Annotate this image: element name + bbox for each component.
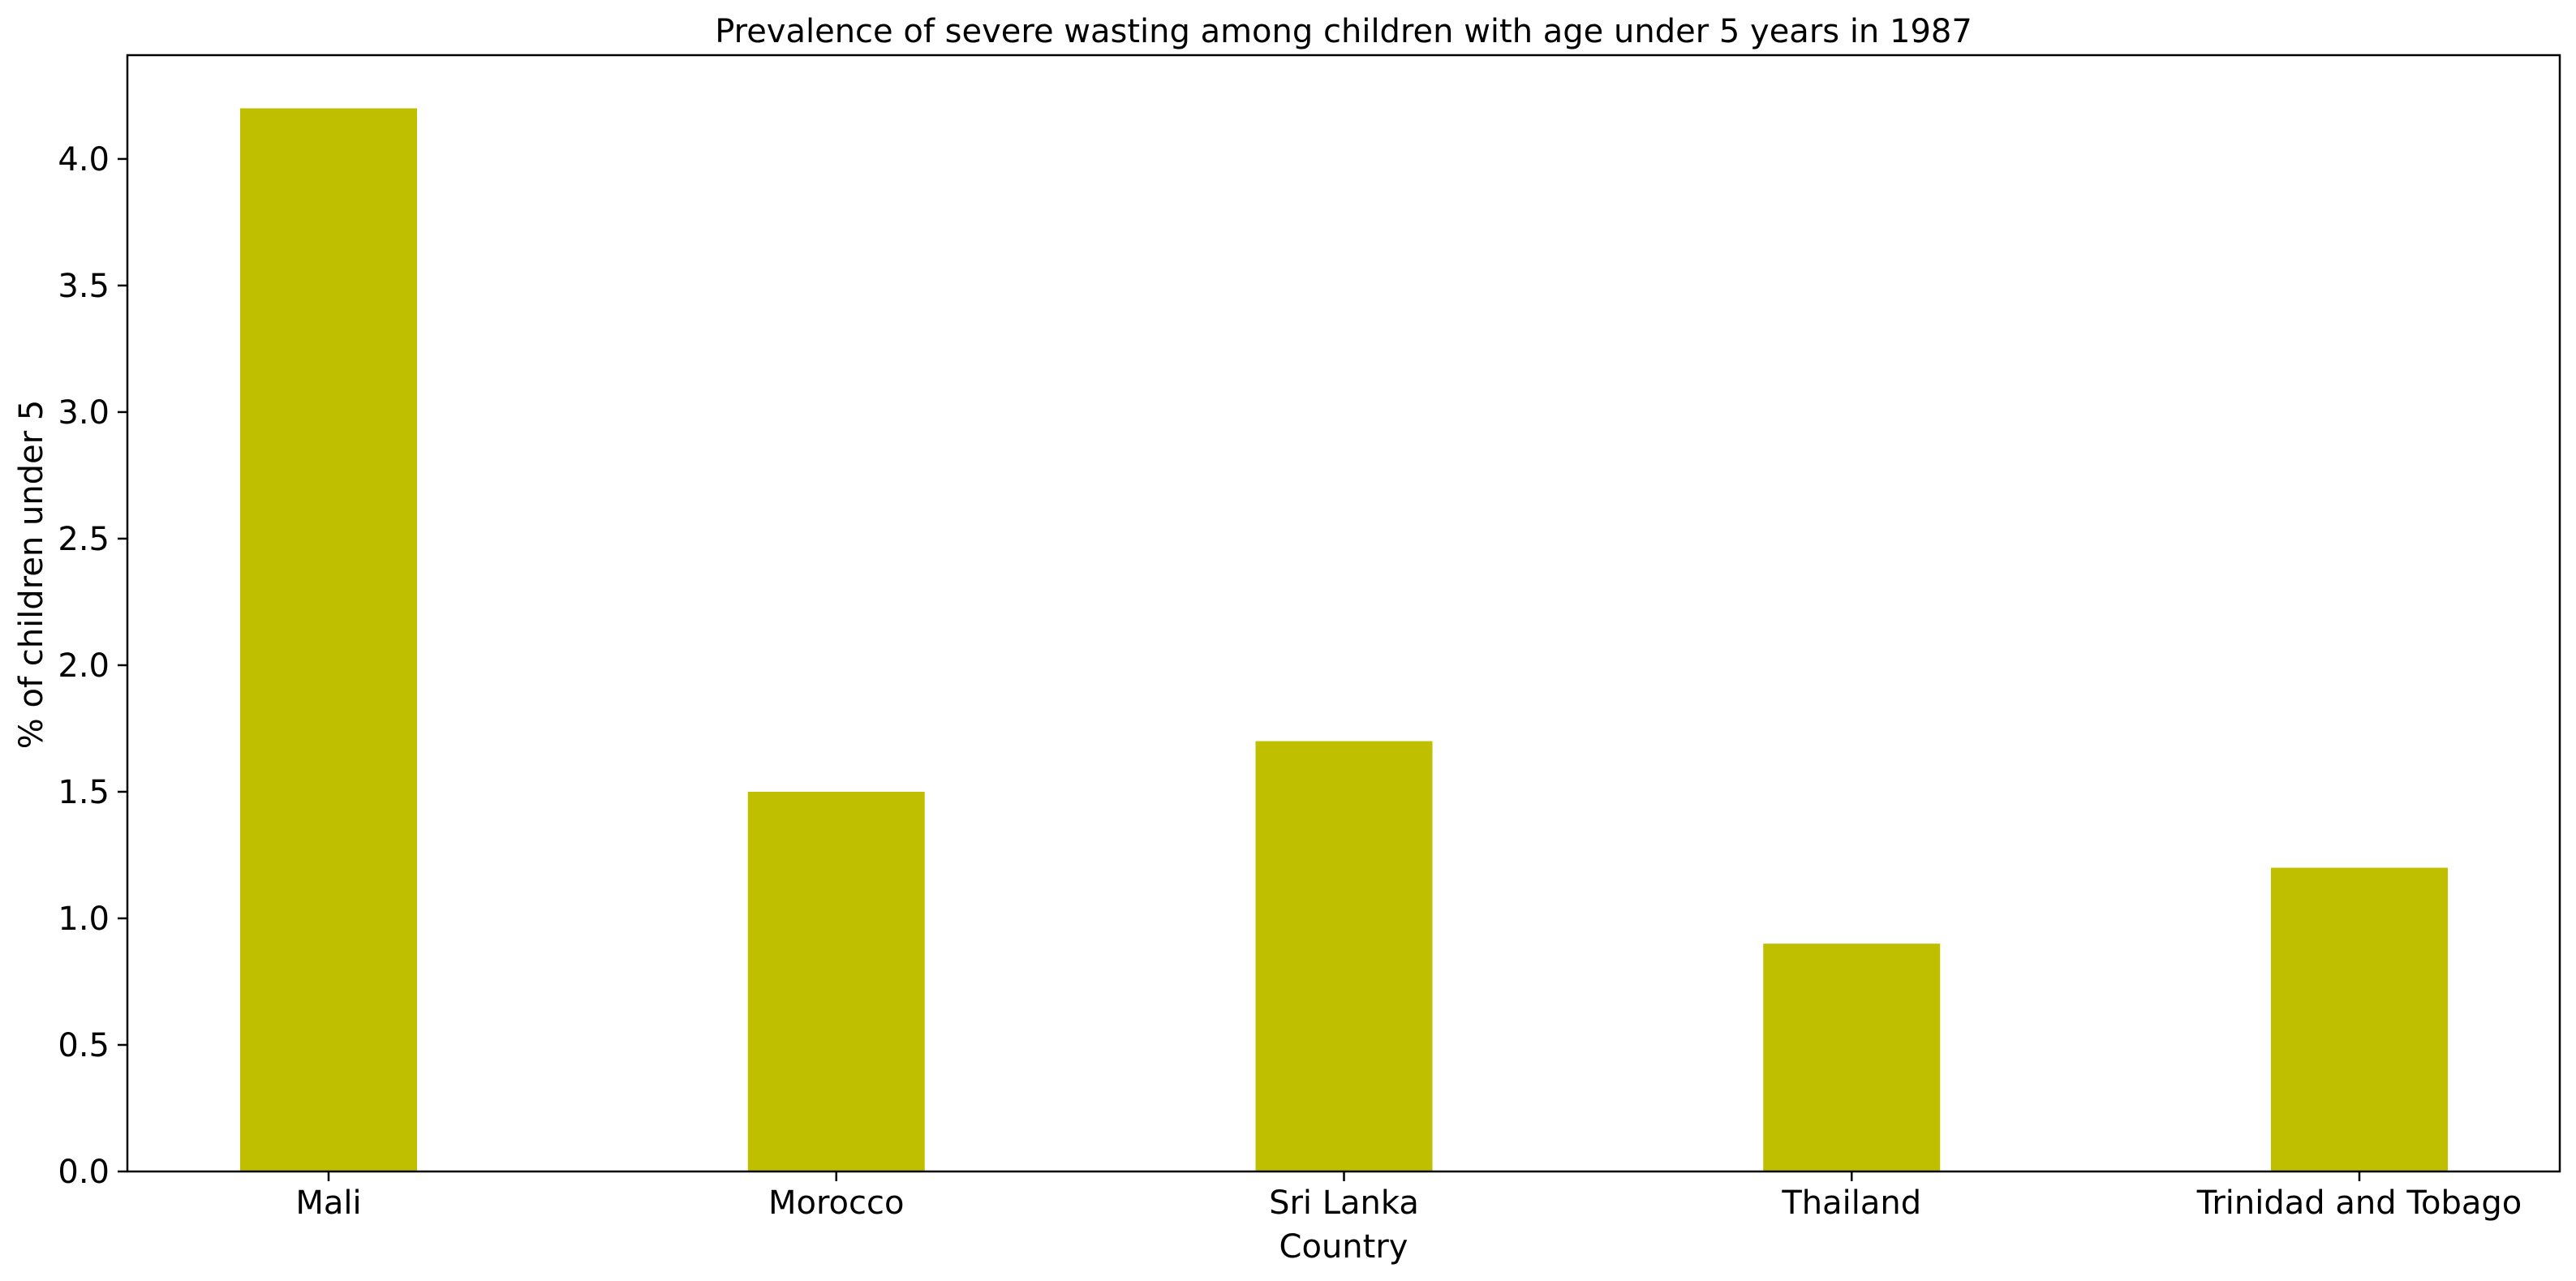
bar-sri-lanka <box>1255 741 1433 1171</box>
y-tick-label: 0.5 <box>58 1027 110 1064</box>
y-tick-label: 2.5 <box>58 521 110 558</box>
y-axis-ticks: 0.0 0.5 1.0 1.5 2.0 2.5 3.0 3.5 4.0 <box>58 141 127 1191</box>
bar-trinidad-and-tobago <box>2271 867 2448 1171</box>
bar-mali <box>240 108 417 1171</box>
y-tick-label: 2.0 <box>58 647 110 685</box>
y-tick-label: 1.5 <box>58 774 110 811</box>
y-axis-label: % of children under 5 <box>13 400 50 750</box>
plot-area-frame <box>126 54 2561 1173</box>
bar-thailand <box>1763 944 1941 1171</box>
x-tick-label: Mali <box>295 1184 361 1222</box>
y-tick-label: 0.0 <box>58 1154 110 1191</box>
bar-morocco <box>747 791 925 1171</box>
y-tick-label: 3.5 <box>58 268 110 305</box>
y-tick-label: 3.0 <box>58 394 110 432</box>
x-tick-label: Trinidad and Tobago <box>2196 1184 2522 1222</box>
y-tick-label: 1.0 <box>58 901 110 938</box>
x-axis-label: Country <box>1279 1228 1408 1266</box>
bars-group <box>240 108 2448 1171</box>
x-axis-ticks: Mali Morocco Sri Lanka Thailand Trinidad and… <box>295 1171 2522 1222</box>
chart-title: Prevalence of severe wasting among child… <box>715 13 1972 50</box>
x-tick-label: Sri Lanka <box>1269 1184 1419 1222</box>
x-tick-label: Morocco <box>768 1184 904 1222</box>
y-tick-label: 4.0 <box>58 141 110 178</box>
x-tick-label: Thailand <box>1781 1184 1921 1222</box>
